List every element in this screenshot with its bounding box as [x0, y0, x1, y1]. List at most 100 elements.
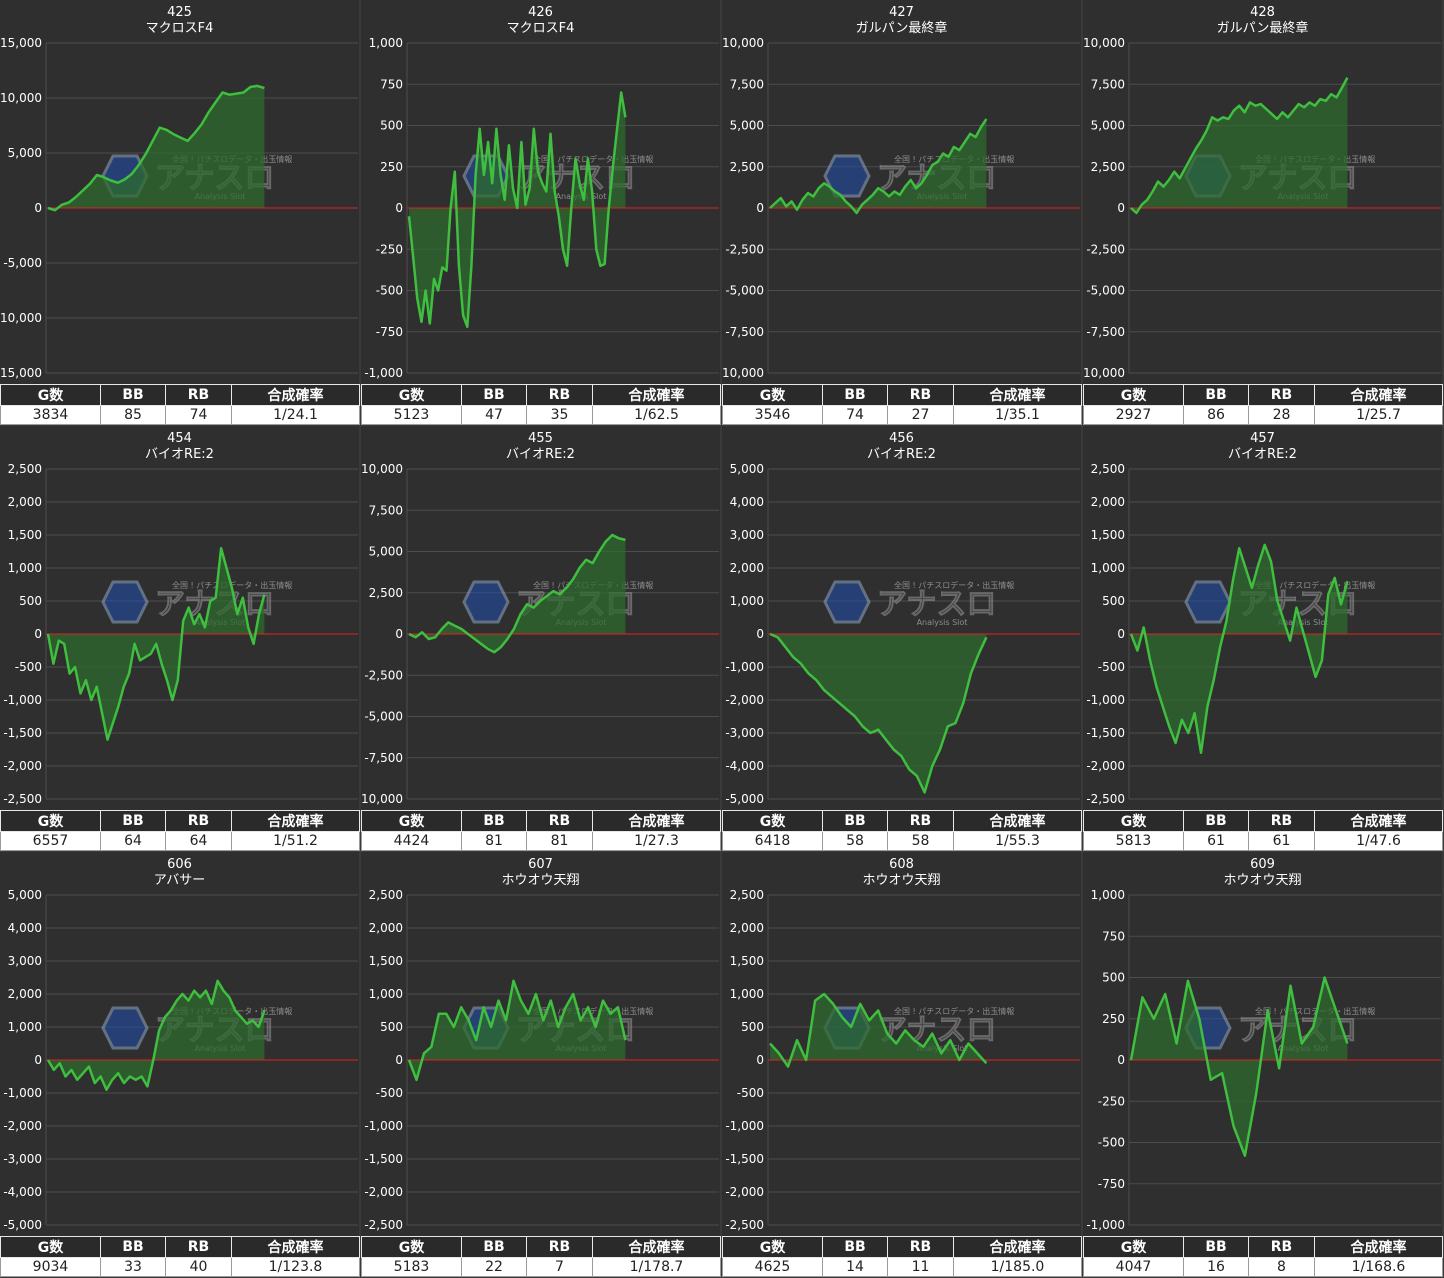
stats-table: G数 BB RB 合成確率 3546 74 27 1/35.1	[722, 384, 1082, 425]
y-tick-label: -7,500	[364, 751, 403, 765]
svg-text:全国 ! パチスロデータ・出玉情報: 全国 ! パチスロデータ・出玉情報	[533, 154, 653, 164]
machine-number: 608	[889, 857, 914, 872]
y-tick-label: -10,000	[0, 311, 42, 325]
area-fill	[770, 994, 987, 1067]
games-header: G数	[0, 1236, 101, 1258]
y-tick-label: -10,000	[1083, 366, 1125, 380]
stats-table: G数 BB RB 合成確率 4047 16 8 1/168.6	[1083, 1236, 1443, 1277]
y-tick-label: 5,000	[1091, 119, 1125, 133]
y-tick-label: 0	[1117, 201, 1125, 215]
bb-header: BB	[100, 1236, 166, 1258]
y-tick-label: -2,500	[725, 1218, 764, 1232]
games-value: 5183	[361, 1257, 462, 1277]
stats-table: G数 BB RB 合成確率 4625 14 11 1/185.0	[722, 1236, 1082, 1277]
machine-name: バイオRE:2	[506, 447, 575, 462]
y-tick-label: 500	[380, 119, 403, 133]
chart-panel: 428 ガルパン最終章 10,000 7,500 5,000 2,500 0 -2,500 -5…	[1083, 0, 1443, 425]
rb-value: 40	[165, 1257, 232, 1277]
chart-panel: 425 マクロスF4 15,000 10,000 5,000 0 -5,000 -10,000…	[0, 0, 360, 425]
stats-header-row: G数 BB RB 合成確率	[1083, 810, 1443, 832]
chart-panel: 454 バイオRE:2 2,500 2,000 1,500 1,000 500 0 -500 -1…	[0, 426, 360, 851]
line-chart: 5,000 4,000 3,000 2,000 1,000 0 -1,000 -2,000 -3…	[725, 462, 1080, 806]
y-tick-label: 2,000	[1091, 495, 1125, 509]
y-tick-label: -250	[1098, 1094, 1125, 1108]
y-tick-label: 15,000	[0, 36, 42, 50]
rb-header: RB	[526, 810, 593, 832]
games-value: 5813	[1083, 831, 1184, 851]
area-fill	[1131, 977, 1348, 1156]
series-line	[769, 632, 988, 794]
y-tick-label: 250	[380, 160, 403, 174]
games-value: 2927	[1083, 405, 1184, 425]
y-tick-label: 500	[741, 1020, 764, 1034]
bb-value: 14	[822, 1257, 888, 1277]
games-header: G数	[0, 384, 101, 406]
series-line	[47, 84, 265, 212]
chart-panel: 607 ホウオウ天翔 2,500 2,000 1,500 1,000 500 0 -500 -1,…	[361, 852, 721, 1277]
y-tick-label: -1,000	[725, 660, 764, 674]
y-tick-label: -10,000	[722, 366, 764, 380]
y-tick-label: -4,000	[725, 759, 764, 773]
games-header: G数	[361, 384, 462, 406]
games-value: 9034	[0, 1257, 101, 1277]
line-chart: 15,00010,0005,0000-5,000-10,000-15,000アナ…	[0, 36, 358, 380]
y-tick-label: -2,500	[3, 792, 42, 806]
stats-header-row: G数 BB RB 合成確率	[1083, 384, 1443, 406]
y-tick-label: -5,000	[3, 1218, 42, 1232]
series-line	[1129, 543, 1349, 755]
probability-value: 1/55.3	[953, 831, 1082, 851]
y-tick-label: -500	[1098, 660, 1125, 674]
chart-panel: 426 マクロスF4 1,000 750 500 250 0 -250 -500 -750 -1,0…	[361, 0, 721, 425]
rb-header: RB	[165, 810, 232, 832]
bb-header: BB	[1183, 384, 1249, 406]
games-header: G数	[722, 1236, 823, 1258]
y-tick-label: -1,000	[725, 1119, 764, 1133]
y-tick-label: 4,000	[8, 921, 42, 935]
y-tick-label: -1,500	[725, 1152, 764, 1166]
stats-value-row: 6418 58 58 1/55.3	[722, 831, 1082, 851]
y-tick-label: 2,000	[369, 921, 403, 935]
y-tick-label: 500	[19, 594, 42, 608]
stats-value-row: 5183 22 7 1/178.7	[361, 1257, 721, 1277]
y-tick-label: -10,000	[361, 792, 403, 806]
games-header: G数	[361, 1236, 462, 1258]
y-tick-label: 0	[756, 201, 764, 215]
y-tick-label: 10,000	[361, 462, 403, 476]
stats-value-row: 9034 33 40 1/123.8	[0, 1257, 360, 1277]
line-chart: 1,0007505002500-250-500-750-1,000アナスロ全国 …	[1086, 888, 1441, 1232]
y-tick-label: 1,500	[369, 954, 403, 968]
y-tick-label: 5,000	[730, 119, 764, 133]
stats-value-row: 5123 47 35 1/62.5	[361, 405, 721, 425]
svg-text:全国 ! パチスロデータ・出玉情報: 全国 ! パチスロデータ・出玉情報	[1255, 580, 1375, 590]
y-tick-label: -2,000	[1086, 759, 1125, 773]
bb-value: 33	[100, 1257, 166, 1277]
probability-value: 1/25.7	[1314, 405, 1443, 425]
rb-header: RB	[1248, 384, 1315, 406]
probability-value: 1/178.7	[592, 1257, 721, 1277]
y-tick-label: -3,000	[3, 1152, 42, 1166]
games-value: 5123	[361, 405, 462, 425]
series-line	[408, 533, 626, 654]
y-tick-label: 2,500	[1091, 462, 1125, 476]
games-header: G数	[361, 810, 462, 832]
y-tick-label: 1,500	[1091, 528, 1125, 542]
stats-header-row: G数 BB RB 合成確率	[361, 1236, 721, 1258]
stats-table: G数 BB RB 合成確率 5813 61 61 1/47.6	[1083, 810, 1443, 851]
line-chart: 10,000 7,500 5,000 2,500 0 -2,500 -5,000 -7,500…	[361, 462, 719, 806]
machine-name: バイオRE:2	[1228, 447, 1297, 462]
machine-name: マクロスF4	[506, 21, 575, 36]
y-tick-label: -1,000	[1086, 1218, 1125, 1232]
rb-value: 58	[887, 831, 954, 851]
rb-header: RB	[526, 1236, 593, 1258]
machine-name: マクロスF4	[145, 21, 214, 36]
stats-header-row: G数 BB RB 合成確率	[722, 810, 1082, 832]
games-header: G数	[722, 384, 823, 406]
y-tick-label: -7,500	[1086, 325, 1125, 339]
games-value: 6418	[722, 831, 823, 851]
svg-text:アナスロ: アナスロ	[877, 587, 996, 622]
y-tick-label: 5,000	[8, 888, 42, 902]
machine-name: ガルパン最終章	[1216, 21, 1309, 36]
y-tick-label: 2,500	[1091, 160, 1125, 174]
games-value: 4047	[1083, 1257, 1184, 1277]
